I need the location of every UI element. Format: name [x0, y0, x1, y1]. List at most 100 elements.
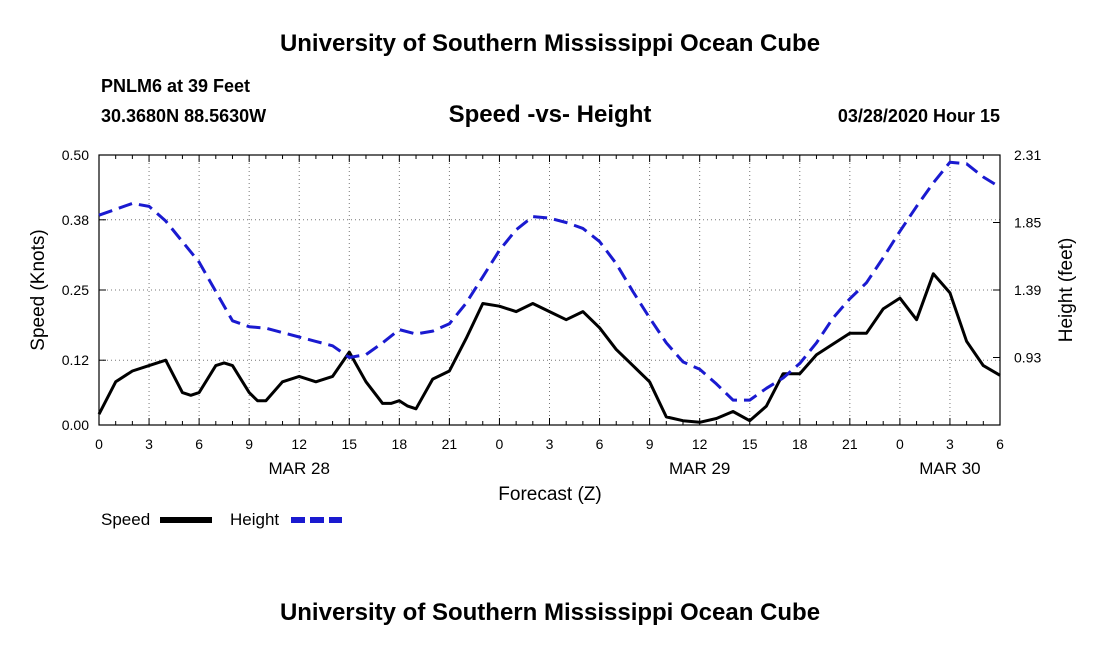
speed-data-point: [833, 344, 834, 345]
height-data-point: [332, 345, 333, 346]
height-data-point: [482, 276, 483, 277]
speed-data-point: [733, 411, 734, 412]
speed-data-point: [966, 341, 967, 342]
x-tick-label: 3: [546, 436, 554, 452]
axes: [98, 154, 1001, 426]
speed-data-point: [566, 319, 567, 320]
y-right-axis-title: Height (feet): [1056, 238, 1077, 343]
speed-data-point: [299, 376, 300, 377]
speed-data-point: [249, 392, 250, 393]
speed-data-point: [949, 292, 950, 293]
speed-data-point: [582, 311, 583, 312]
speed-data-point: [382, 403, 383, 404]
speed-data-point: [165, 360, 166, 361]
y-left-tick-label: 0.12: [62, 352, 89, 368]
speed-data-point: [215, 365, 216, 366]
height-series-line: [98, 160, 1001, 402]
x-tick-label: 0: [896, 436, 904, 452]
speed-data-point: [390, 403, 391, 404]
height-data-point: [983, 177, 984, 178]
forecast-datetime: 03/28/2020 Hour 15: [837, 106, 1000, 126]
speed-data-point: [899, 298, 900, 299]
speed-data-point: [399, 400, 400, 401]
y-right-tick-label: 1.39: [1014, 282, 1041, 298]
height-data-point: [699, 369, 700, 370]
speed-data-point: [265, 400, 266, 401]
speed-data-point: [449, 371, 450, 372]
speed-data-point: [99, 414, 100, 415]
speed-data-point: [416, 408, 417, 409]
speed-data-point: [916, 319, 917, 320]
speed-data-point: [599, 327, 600, 328]
speed-data-point: [182, 392, 183, 393]
height-data-point: [632, 291, 633, 292]
speed-data-point: [349, 352, 350, 353]
speed-data-point: [649, 381, 650, 382]
height-data-point: [866, 282, 867, 283]
height-data-point: [449, 323, 450, 324]
series-lines: [97, 160, 1001, 424]
speed-data-point: [666, 416, 667, 417]
height-data-point: [499, 250, 500, 251]
height-data-point: [549, 218, 550, 219]
height-data-point: [232, 320, 233, 321]
height-data-point: [282, 332, 283, 333]
y-left-tick-label: 0.25: [62, 282, 89, 298]
speed-data-point: [616, 349, 617, 350]
speed-data-point: [783, 373, 784, 374]
x-tick-label: 3: [145, 436, 153, 452]
height-data-point: [299, 336, 300, 337]
x-tick-label: 6: [195, 436, 203, 452]
height-data-point: [516, 229, 517, 230]
date-label: MAR 30: [919, 459, 980, 478]
height-data-point: [399, 329, 400, 330]
x-tick-label: 15: [341, 436, 357, 452]
speed-data-point: [432, 379, 433, 380]
height-data-point: [816, 342, 817, 343]
speed-data-point: [816, 354, 817, 355]
height-data-point: [933, 182, 934, 183]
top-title: University of Southern Mississippi Ocean…: [279, 30, 821, 57]
station-label: PNLM6 at 39 Feet: [101, 76, 251, 96]
height-data-point: [265, 328, 266, 329]
height-data-point: [466, 303, 467, 304]
height-data-point: [99, 215, 100, 216]
legend-height-label: Height: [230, 510, 279, 529]
speed-data-point: [499, 306, 500, 307]
bottom-title: University of Southern Mississippi Ocean…: [279, 599, 821, 626]
speed-data-point: [466, 338, 467, 339]
height-data-point: [849, 298, 850, 299]
height-data-point: [916, 206, 917, 207]
height-data-point: [733, 400, 734, 401]
speed-data-point: [516, 311, 517, 312]
height-data-point: [365, 354, 366, 355]
speed-data-point: [549, 311, 550, 312]
legend: Speed Height: [101, 510, 342, 529]
x-tick-label: 3: [946, 436, 954, 452]
speed-data-point: [482, 303, 483, 304]
height-data-point: [315, 341, 316, 342]
speed-data-point: [407, 406, 408, 407]
speed-data-point: [933, 273, 934, 274]
speed-data-point: [716, 418, 717, 419]
date-label: MAR 28: [269, 459, 330, 478]
height-data-point: [182, 241, 183, 242]
x-tick-label: 9: [646, 436, 654, 452]
x-tick-label: 21: [442, 436, 458, 452]
height-data-point: [532, 216, 533, 217]
speed-data-point: [682, 420, 683, 421]
speed-data-point: [632, 365, 633, 366]
height-data-point: [432, 331, 433, 332]
height-data-point: [883, 257, 884, 258]
height-data-point: [682, 361, 683, 362]
speed-data-point: [749, 420, 750, 421]
speed-data-point: [224, 362, 225, 363]
speed-data-point: [232, 365, 233, 366]
height-data-point: [649, 317, 650, 318]
x-tick-label: 21: [842, 436, 858, 452]
speed-data-point: [115, 381, 116, 382]
height-data-point: [416, 334, 417, 335]
legend-speed-label: Speed: [101, 510, 150, 529]
height-data-point: [599, 241, 600, 242]
height-data-point: [616, 263, 617, 264]
